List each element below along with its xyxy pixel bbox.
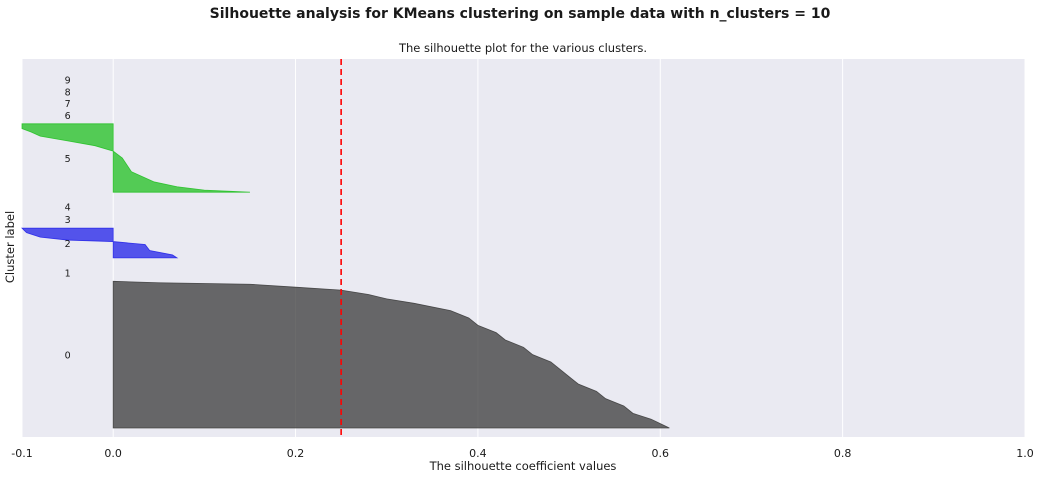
cluster-silhouette (21, 227, 179, 259)
cluster-label: 5 (65, 154, 71, 165)
figure-suptitle: Silhouette analysis for KMeans clusterin… (209, 6, 831, 22)
x-tick-label: 0.6 (652, 447, 670, 460)
cluster-label: 2 (65, 239, 71, 250)
x-tick-labels: -0.1 0.0 0.2 0.4 0.6 0.8 1.0 (11, 447, 1033, 460)
cluster-silhouette (112, 280, 670, 429)
cluster-silhouette (21, 123, 250, 193)
x-axis-label: The silhouette coefficient values (429, 459, 617, 473)
silhouette-areas (21, 123, 670, 429)
cluster-label: 8 (65, 87, 71, 98)
cluster-label: 0 (65, 351, 71, 362)
x-tick-label: -0.1 (11, 447, 32, 460)
x-tick-label: 0.4 (469, 447, 487, 460)
x-tick-label: 0.2 (287, 447, 305, 460)
cluster-label: 4 (65, 203, 71, 214)
cluster-label: 1 (65, 268, 71, 279)
cluster-label: 9 (65, 76, 71, 87)
cluster-label: 7 (65, 99, 71, 110)
chart-title: The silhouette plot for the various clus… (398, 41, 647, 55)
x-tick-label: 1.0 (1016, 447, 1034, 460)
x-tick-label: 0.8 (834, 447, 852, 460)
cluster-label: 6 (65, 111, 71, 122)
x-tick-label: 0.0 (104, 447, 122, 460)
cluster-label: 3 (65, 215, 71, 226)
y-axis-label: Cluster label (3, 211, 17, 283)
